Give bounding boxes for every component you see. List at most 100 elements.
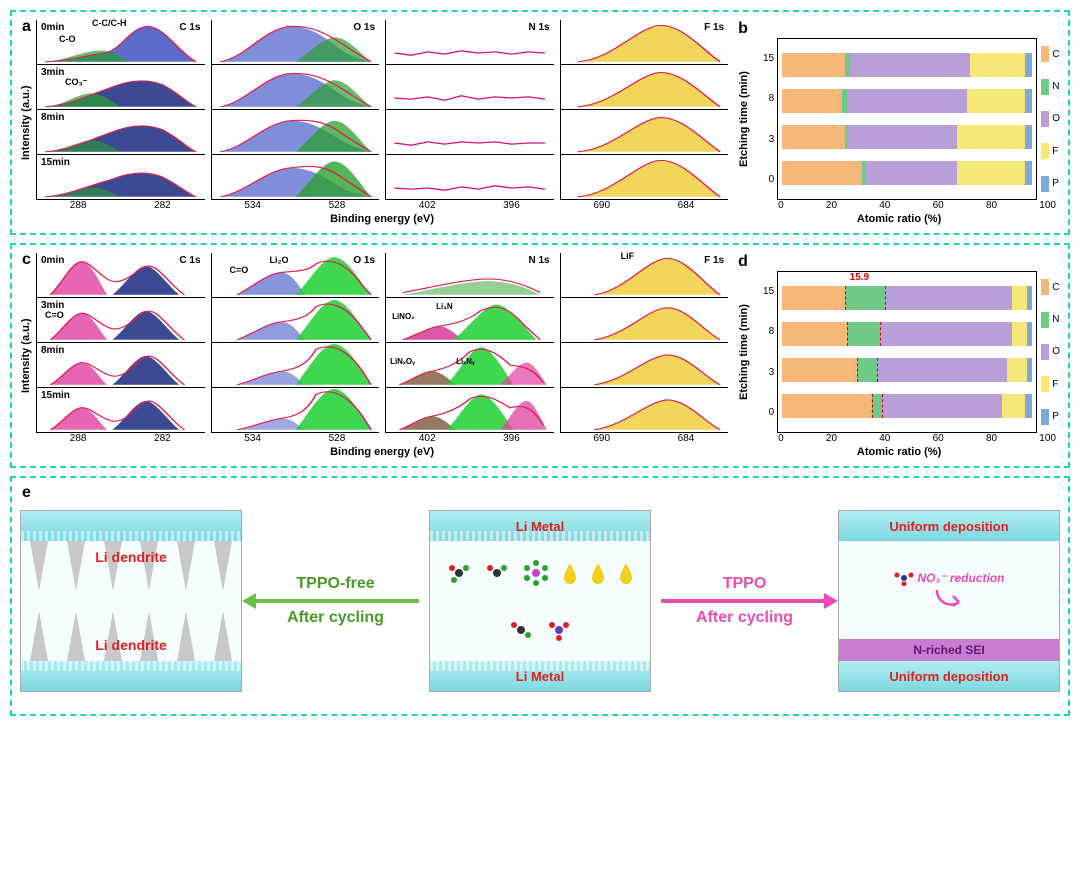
legend-item-F: F (1041, 376, 1060, 392)
bar-row (782, 322, 1032, 346)
bar-chart-b (777, 38, 1037, 200)
bar-seg-F (1012, 322, 1027, 346)
bar-seg-F (1007, 358, 1027, 382)
bar-legend-b: C NOF P (1037, 38, 1060, 200)
col-c1s-c: 0min C 1s 3min C=O (36, 253, 205, 444)
col-o1s-a: O 1s (211, 20, 380, 211)
bar-row (782, 161, 1032, 185)
bar-row (782, 53, 1032, 77)
bar-seg-N (845, 286, 885, 310)
legend-item-C: C (1041, 46, 1060, 62)
n-ratio-annotation: 15.9 (850, 272, 869, 283)
bar-row (782, 358, 1032, 382)
bar-seg-C (782, 322, 847, 346)
bar-chart-d: 15.9 (777, 271, 1037, 433)
bar-seg-P (1025, 53, 1033, 77)
bar-seg-P (1025, 125, 1033, 149)
panel-a: a Intensity (a.u.) 0min C-O C-C/C-H C 1s (20, 20, 728, 225)
bar-seg-F (970, 53, 1025, 77)
arrow-tppo: TPPO After cycling (661, 575, 828, 627)
bar-row (782, 125, 1032, 149)
bar-seg-C (782, 125, 845, 149)
bar-seg-C (782, 286, 845, 310)
y-axis-intensity-c: Intensity (a.u.) (20, 253, 36, 458)
cell-uniform: Uniform deposition NO₃⁻ reduction N-rich… (838, 510, 1060, 692)
molecule-icon (485, 561, 509, 585)
spec-a-c1s-8: 8min (36, 110, 205, 155)
cell-initial: Li Metal Li Metal (429, 510, 651, 692)
panel-d-label: d (738, 253, 748, 271)
panel-e-label: e (22, 484, 31, 502)
bar-seg-P (1025, 89, 1033, 113)
bar-seg-F (957, 125, 1025, 149)
bar-seg-C (782, 89, 842, 113)
molecule-icon (447, 561, 471, 585)
legend-item-P: P (1041, 176, 1060, 192)
legend-item-N: N (1041, 312, 1060, 328)
legend-item-N: N (1041, 79, 1060, 95)
bar-seg-O (882, 394, 1002, 418)
panel-d: d Etching time (min) 15830 15.9 CNOFP 02… (738, 253, 1060, 458)
y-axis-intensity-a: Intensity (a.u.) (20, 20, 36, 225)
bar-row (782, 89, 1032, 113)
bar-seg-P (1025, 161, 1033, 185)
bar-row: 15.9 (782, 286, 1032, 310)
legend-item-P: P (1041, 409, 1060, 425)
droplet-icon (591, 561, 605, 585)
bar-seg-F (1012, 286, 1027, 310)
panel-cd-container: c Intensity (a.u.) 0min C 1s (10, 243, 1070, 468)
droplet-icon (619, 561, 633, 585)
col-f1s-c: LiF F 1s 690684 (560, 253, 729, 444)
bar-seg-N (847, 322, 880, 346)
spec-a-c1s-3: 3min CO₃⁻ (36, 65, 205, 110)
uniform-top: Uniform deposition (889, 519, 1008, 534)
bar-y-label-b: Etching time (min) (738, 38, 754, 200)
bar-seg-O (847, 89, 967, 113)
bar-x-label-b: Atomic ratio (%) (738, 213, 1060, 225)
legend-item-F: F (1041, 143, 1060, 159)
spec-a-c1s-0: 0min C-O C-C/C-H C 1s (36, 20, 205, 65)
bar-seg-F (1002, 394, 1025, 418)
bar-seg-F (957, 161, 1025, 185)
bar-seg-O (877, 358, 1007, 382)
bar-seg-C (782, 161, 862, 185)
bar-seg-P (1027, 322, 1032, 346)
tppo-molecule-icon (523, 560, 549, 586)
col-f1s-a: F 1s 690684 (560, 20, 729, 211)
no3-molecule-icon (894, 570, 914, 586)
bar-y-ticks-b: 15830 (754, 38, 777, 200)
legend-item-O: O (1041, 111, 1060, 127)
col-c1s-a: 0min C-O C-C/C-H C 1s 3min (36, 20, 205, 211)
droplet-icon (563, 561, 577, 585)
li-dendrite-top: Li dendrite (95, 549, 167, 565)
li-dendrite-bottom: Li dendrite (95, 637, 167, 653)
bar-seg-F (967, 89, 1025, 113)
uniform-bottom: Uniform deposition (889, 669, 1008, 684)
legend-item-O: O (1041, 344, 1060, 360)
bar-seg-N (857, 358, 877, 382)
arrow-tppo-free: TPPO-free After cycling (252, 575, 419, 627)
bar-seg-O (850, 53, 970, 77)
panel-c: c Intensity (a.u.) 0min C 1s (20, 253, 728, 458)
spec-a-c1s-15: 15min (36, 155, 205, 200)
bar-seg-N (872, 394, 882, 418)
sei-label: N-riched SEI (913, 643, 984, 657)
col-o1s-c: C=O Li₂O O 1s (211, 253, 380, 444)
curved-arrow-icon (929, 586, 969, 610)
bar-seg-O (880, 322, 1013, 346)
bar-seg-P (1027, 358, 1032, 382)
bar-seg-C (782, 358, 857, 382)
bar-seg-P (1027, 286, 1032, 310)
bar-seg-O (847, 125, 957, 149)
molecule-icon (509, 618, 533, 642)
no3-reduction-label: NO₃⁻ reduction (918, 571, 1005, 585)
bar-seg-C (782, 394, 872, 418)
panel-b-label: b (738, 20, 748, 38)
bar-row (782, 394, 1032, 418)
bar-seg-C (782, 53, 845, 77)
bar-seg-O (885, 286, 1013, 310)
cell-dendrite: Li dendrite Li dendrite (20, 510, 242, 692)
bar-x-label-d: Atomic ratio (%) (738, 446, 1060, 458)
x-axis-be-c: Binding energy (eV) (36, 446, 728, 458)
bar-seg-P (1025, 394, 1033, 418)
